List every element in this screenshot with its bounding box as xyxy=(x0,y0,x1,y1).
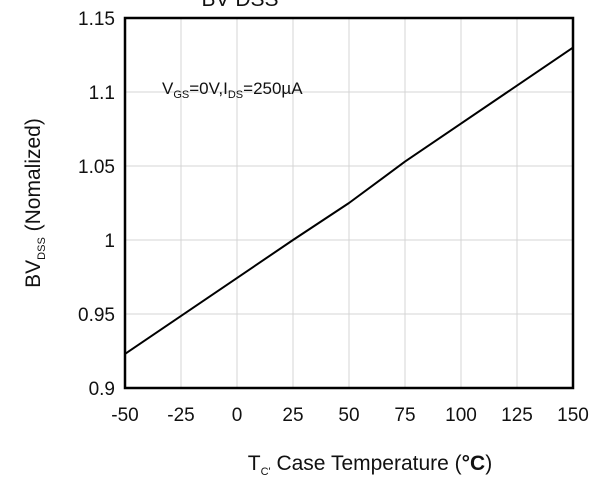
x-tick-label: -50 xyxy=(111,405,138,426)
y-tick-label: 0.95 xyxy=(78,305,115,326)
x-tick-label: 125 xyxy=(501,405,533,426)
chart-title-partial: BV DSS xyxy=(201,0,278,11)
y-tick-label: 1.15 xyxy=(78,9,115,30)
svg-text:VGS=0V,IDS=250µA: VGS=0V,IDS=250µA xyxy=(162,79,303,101)
x-axis-title: TC' Case Temperature (°C) xyxy=(248,452,492,478)
x-tick-label: 25 xyxy=(282,405,303,426)
x-tick-labels: -50 -25 0 25 50 75 100 125 150 xyxy=(111,405,589,426)
x-tick-label: 0 xyxy=(232,405,243,426)
plot-frame xyxy=(123,16,575,390)
series-line xyxy=(124,46,574,355)
y-tick-labels: 0.9 0.95 1 1.05 1.1 1.15 xyxy=(78,9,115,400)
y-tick-label: 1 xyxy=(104,231,115,252)
x-tick-label: -25 xyxy=(167,405,194,426)
x-tick-label: 150 xyxy=(557,405,589,426)
y-tick-label: 0.9 xyxy=(89,379,115,400)
x-tick-label: 50 xyxy=(338,405,359,426)
x-tick-label: 75 xyxy=(394,405,415,426)
series-layer xyxy=(124,46,574,355)
grid xyxy=(125,18,573,388)
x-tick-label: 100 xyxy=(445,405,477,426)
y-tick-label: 1.05 xyxy=(78,157,115,178)
annotation: VGS=0V,IDS=250µA xyxy=(162,79,303,101)
y-axis-title: BVDSS (Nomalized) xyxy=(22,118,48,288)
y-tick-label: 1.1 xyxy=(89,83,115,104)
